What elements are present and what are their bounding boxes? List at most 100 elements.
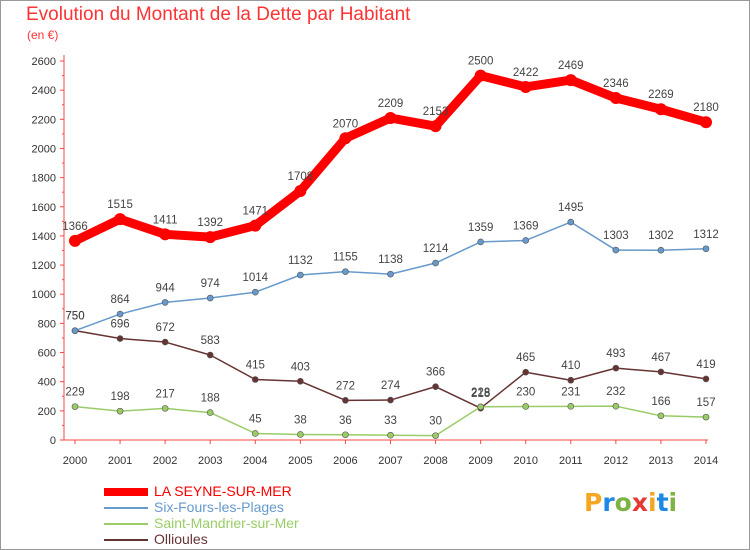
y-tick-label: 1800 xyxy=(32,173,56,185)
data-label: 2422 xyxy=(513,67,539,79)
y-tick-label: 1400 xyxy=(32,231,56,243)
data-label: 231 xyxy=(561,386,580,398)
data-label: 218 xyxy=(471,388,490,400)
data-point xyxy=(294,185,307,198)
data-label: 1312 xyxy=(693,229,719,241)
data-point xyxy=(206,409,214,416)
data-point xyxy=(519,80,532,93)
data-label: 2153 xyxy=(423,106,449,118)
data-point xyxy=(432,383,439,390)
x-tick-label: 2013 xyxy=(649,455,673,467)
data-point xyxy=(339,132,352,145)
data-label: 38 xyxy=(294,414,307,426)
data-label: 229 xyxy=(65,387,84,399)
data-label: 672 xyxy=(156,322,175,334)
data-point xyxy=(249,219,262,232)
data-label: 467 xyxy=(651,352,670,364)
data-label: 974 xyxy=(201,278,221,290)
data-label: 465 xyxy=(516,352,535,364)
data-label: 403 xyxy=(291,361,310,373)
y-tick-label: 1200 xyxy=(32,260,56,272)
x-tick-label: 2003 xyxy=(198,455,222,467)
data-point xyxy=(702,375,710,383)
data-point xyxy=(474,69,487,82)
data-label: 864 xyxy=(110,294,130,306)
data-point xyxy=(159,228,172,241)
data-label: 33 xyxy=(384,415,397,427)
line-chart: 0 200 400 600 800 1000 1200 1400 1600 1800 2000 220… xyxy=(32,55,719,467)
data-point xyxy=(387,396,394,404)
y-tick-label: 2200 xyxy=(32,114,56,126)
logo-letter: P xyxy=(584,488,603,517)
data-label: 1132 xyxy=(288,255,313,267)
data-label: 944 xyxy=(156,282,176,294)
data-label: 1471 xyxy=(242,206,268,218)
data-point xyxy=(567,218,575,226)
data-label: 1138 xyxy=(378,254,403,266)
data-point xyxy=(609,92,622,105)
logo-letter: t xyxy=(656,488,669,517)
legend-label: Saint-Mandrier-sur-Mer xyxy=(154,515,299,531)
data-point xyxy=(567,376,575,384)
x-tick-label: 2009 xyxy=(468,455,492,467)
data-point xyxy=(114,213,127,226)
data-point xyxy=(432,432,439,439)
data-point xyxy=(477,403,484,411)
data-point xyxy=(567,403,575,410)
data-label: 419 xyxy=(696,359,715,371)
data-label: 272 xyxy=(336,380,355,392)
data-label: 415 xyxy=(246,360,265,372)
data-label: 2209 xyxy=(378,98,404,110)
y-tick-label: 2600 xyxy=(32,56,56,68)
data-label: 1392 xyxy=(197,217,223,229)
data-point xyxy=(387,431,394,439)
x-tick-label: 2010 xyxy=(513,455,537,467)
data-label: 1014 xyxy=(242,272,268,284)
data-point xyxy=(342,431,349,439)
data-label: 45 xyxy=(249,413,262,425)
data-point xyxy=(161,299,169,306)
legend-label: LA SEYNE-SUR-MER xyxy=(154,483,292,499)
data-label: 1359 xyxy=(468,222,494,234)
data-label: 2346 xyxy=(603,78,629,90)
logo-letter: x xyxy=(631,488,648,517)
y-tick-label: 2000 xyxy=(32,143,56,155)
data-point xyxy=(387,270,394,278)
logo-letter: r xyxy=(602,488,615,517)
data-point xyxy=(116,335,124,342)
data-point xyxy=(702,413,710,421)
data-label: 166 xyxy=(651,396,670,408)
x-tick-label: 2011 xyxy=(559,455,583,467)
logo-letter: i xyxy=(648,488,657,517)
legend-swatch xyxy=(104,488,148,496)
data-label: 1214 xyxy=(423,243,449,255)
data-label: 1411 xyxy=(153,214,178,226)
data-point xyxy=(251,288,259,296)
data-point xyxy=(71,403,79,410)
chart-title: Evolution du Montant de la Dette par Hab… xyxy=(26,4,411,25)
data-point xyxy=(612,402,620,410)
data-point xyxy=(700,116,712,129)
legend-swatch xyxy=(104,507,148,509)
data-point xyxy=(297,431,304,438)
data-label: 228 xyxy=(471,387,490,399)
data-label: 198 xyxy=(110,391,129,403)
y-tick-label: 400 xyxy=(38,377,56,389)
data-label: 750 xyxy=(65,311,84,323)
data-point xyxy=(69,234,81,247)
logo-letter: o xyxy=(614,488,632,517)
data-point xyxy=(522,403,530,410)
data-label: 1155 xyxy=(333,252,358,264)
x-tick-label: 2008 xyxy=(423,455,447,467)
data-point xyxy=(71,327,79,334)
data-label: 493 xyxy=(606,348,625,360)
data-point xyxy=(564,74,577,87)
legend-swatch xyxy=(104,539,148,541)
x-tick-label: 2002 xyxy=(153,455,177,467)
data-label: 750 xyxy=(65,311,84,323)
data-label: 188 xyxy=(201,393,220,405)
data-point xyxy=(432,259,439,267)
y-tick-label: 600 xyxy=(38,348,56,360)
data-point xyxy=(297,271,304,279)
